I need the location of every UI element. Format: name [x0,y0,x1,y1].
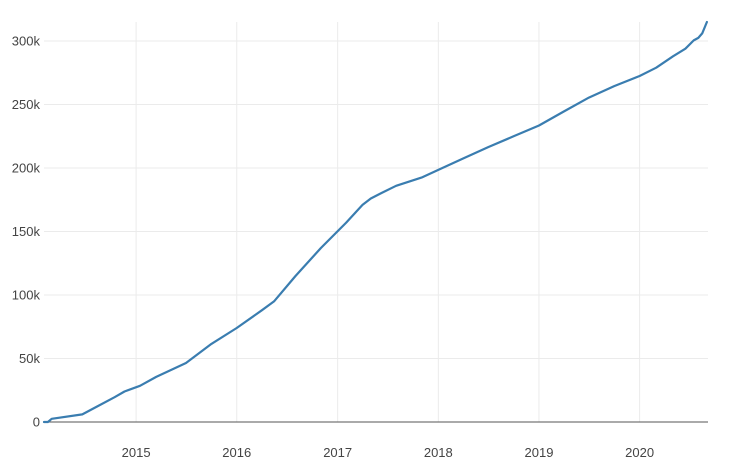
y-tick-label: 100k [12,288,41,303]
axes: 0 50k 100k 150k 200k 250k 300k 2015 2016 2017 2018… [12,34,708,460]
y-tick-label: 200k [12,161,41,176]
y-tick-label: 0 [33,415,40,430]
series-line [42,20,709,424]
gridlines [44,22,708,422]
x-tick-label: 2020 [625,445,654,460]
y-tick-label: 150k [12,224,41,239]
series [42,20,709,424]
x-tick-label: 2018 [424,445,453,460]
y-tick-label: 300k [12,34,41,49]
y-tick-label: 250k [12,97,41,112]
x-tick-label: 2017 [323,445,352,460]
y-tick-label: 50k [19,351,40,366]
x-tick-label: 2015 [122,445,151,460]
x-tick-label: 2016 [222,445,251,460]
x-tick-label: 2019 [525,445,554,460]
